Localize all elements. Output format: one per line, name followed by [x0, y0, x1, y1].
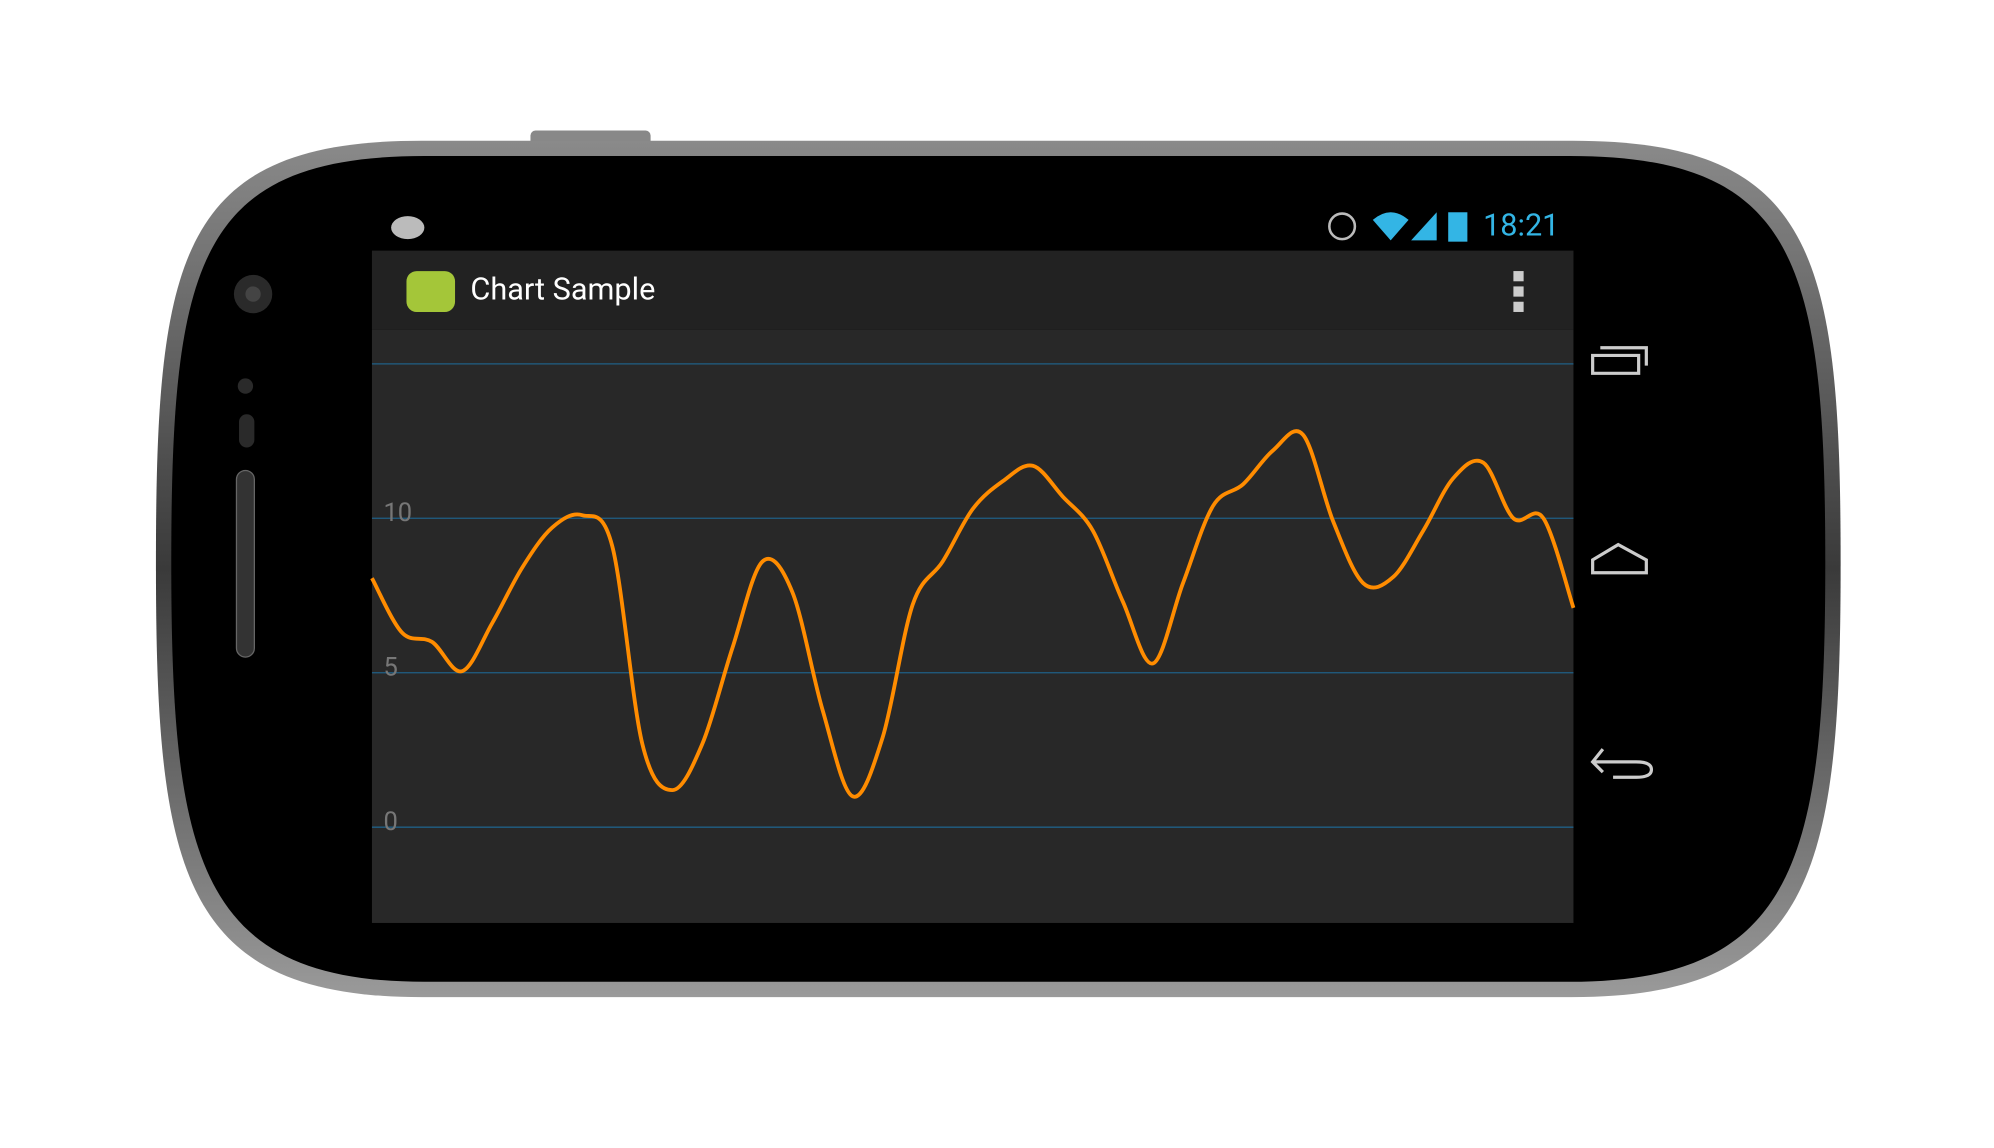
- action-bar: [371, 250, 1574, 330]
- y-tick-label: 0: [383, 807, 397, 837]
- back-button[interactable]: [1590, 748, 1654, 779]
- app-title: Chart Sample: [470, 273, 655, 308]
- y-tick-label: 5: [383, 653, 397, 683]
- sensor: [239, 414, 255, 448]
- camera-lens: [245, 286, 261, 302]
- home-button[interactable]: [1591, 542, 1648, 575]
- alarm-icon: [1328, 212, 1357, 241]
- chart: 0 5 10: [370, 363, 1576, 837]
- notification-icon: [391, 216, 425, 240]
- overflow-menu[interactable]: [1513, 271, 1524, 312]
- recents-button[interactable]: [1591, 346, 1648, 375]
- sensor: [237, 378, 254, 394]
- battery-icon: [1448, 212, 1468, 242]
- plot-area: [371, 329, 1574, 923]
- status-bar: [371, 198, 1661, 251]
- clock: 18:21: [1483, 209, 1559, 244]
- app-icon[interactable]: [406, 271, 456, 312]
- y-tick-label: 10: [383, 498, 412, 528]
- wifi-icon: [1372, 212, 1409, 241]
- speaker: [235, 469, 256, 658]
- data-line: [370, 429, 1576, 799]
- nav-bar: [1590, 346, 1654, 779]
